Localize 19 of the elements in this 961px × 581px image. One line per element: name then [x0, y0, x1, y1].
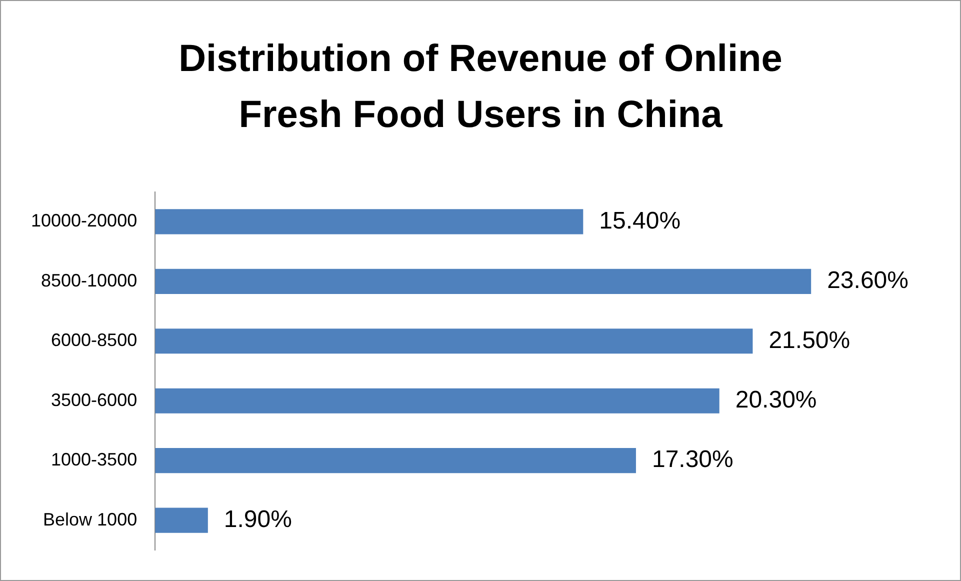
y-tick-label: 3500-6000 — [51, 390, 138, 410]
y-tick-label: 6000-8500 — [51, 330, 138, 350]
data-label: 1.90% — [224, 506, 292, 533]
y-tick-label: 1000-3500 — [51, 450, 138, 470]
y-tick-label: 8500-10000 — [41, 270, 138, 290]
data-label: 20.30% — [735, 386, 817, 414]
data-label: 15.40% — [599, 207, 681, 234]
bar — [155, 448, 636, 474]
bar — [155, 388, 720, 414]
y-tick-label: 10000-20000 — [30, 210, 138, 231]
chart-title: Distribution of Revenue of Online Fresh Food Users in China — [178, 37, 784, 138]
y-tick-label: Below 1000 — [43, 509, 138, 530]
bar — [155, 209, 584, 234]
data-label: 21.50% — [768, 326, 850, 354]
bar — [155, 508, 208, 533]
bar — [155, 328, 753, 354]
bar — [155, 268, 812, 294]
data-label: 17.30% — [652, 446, 734, 474]
data-label: 23.60% — [827, 267, 908, 294]
